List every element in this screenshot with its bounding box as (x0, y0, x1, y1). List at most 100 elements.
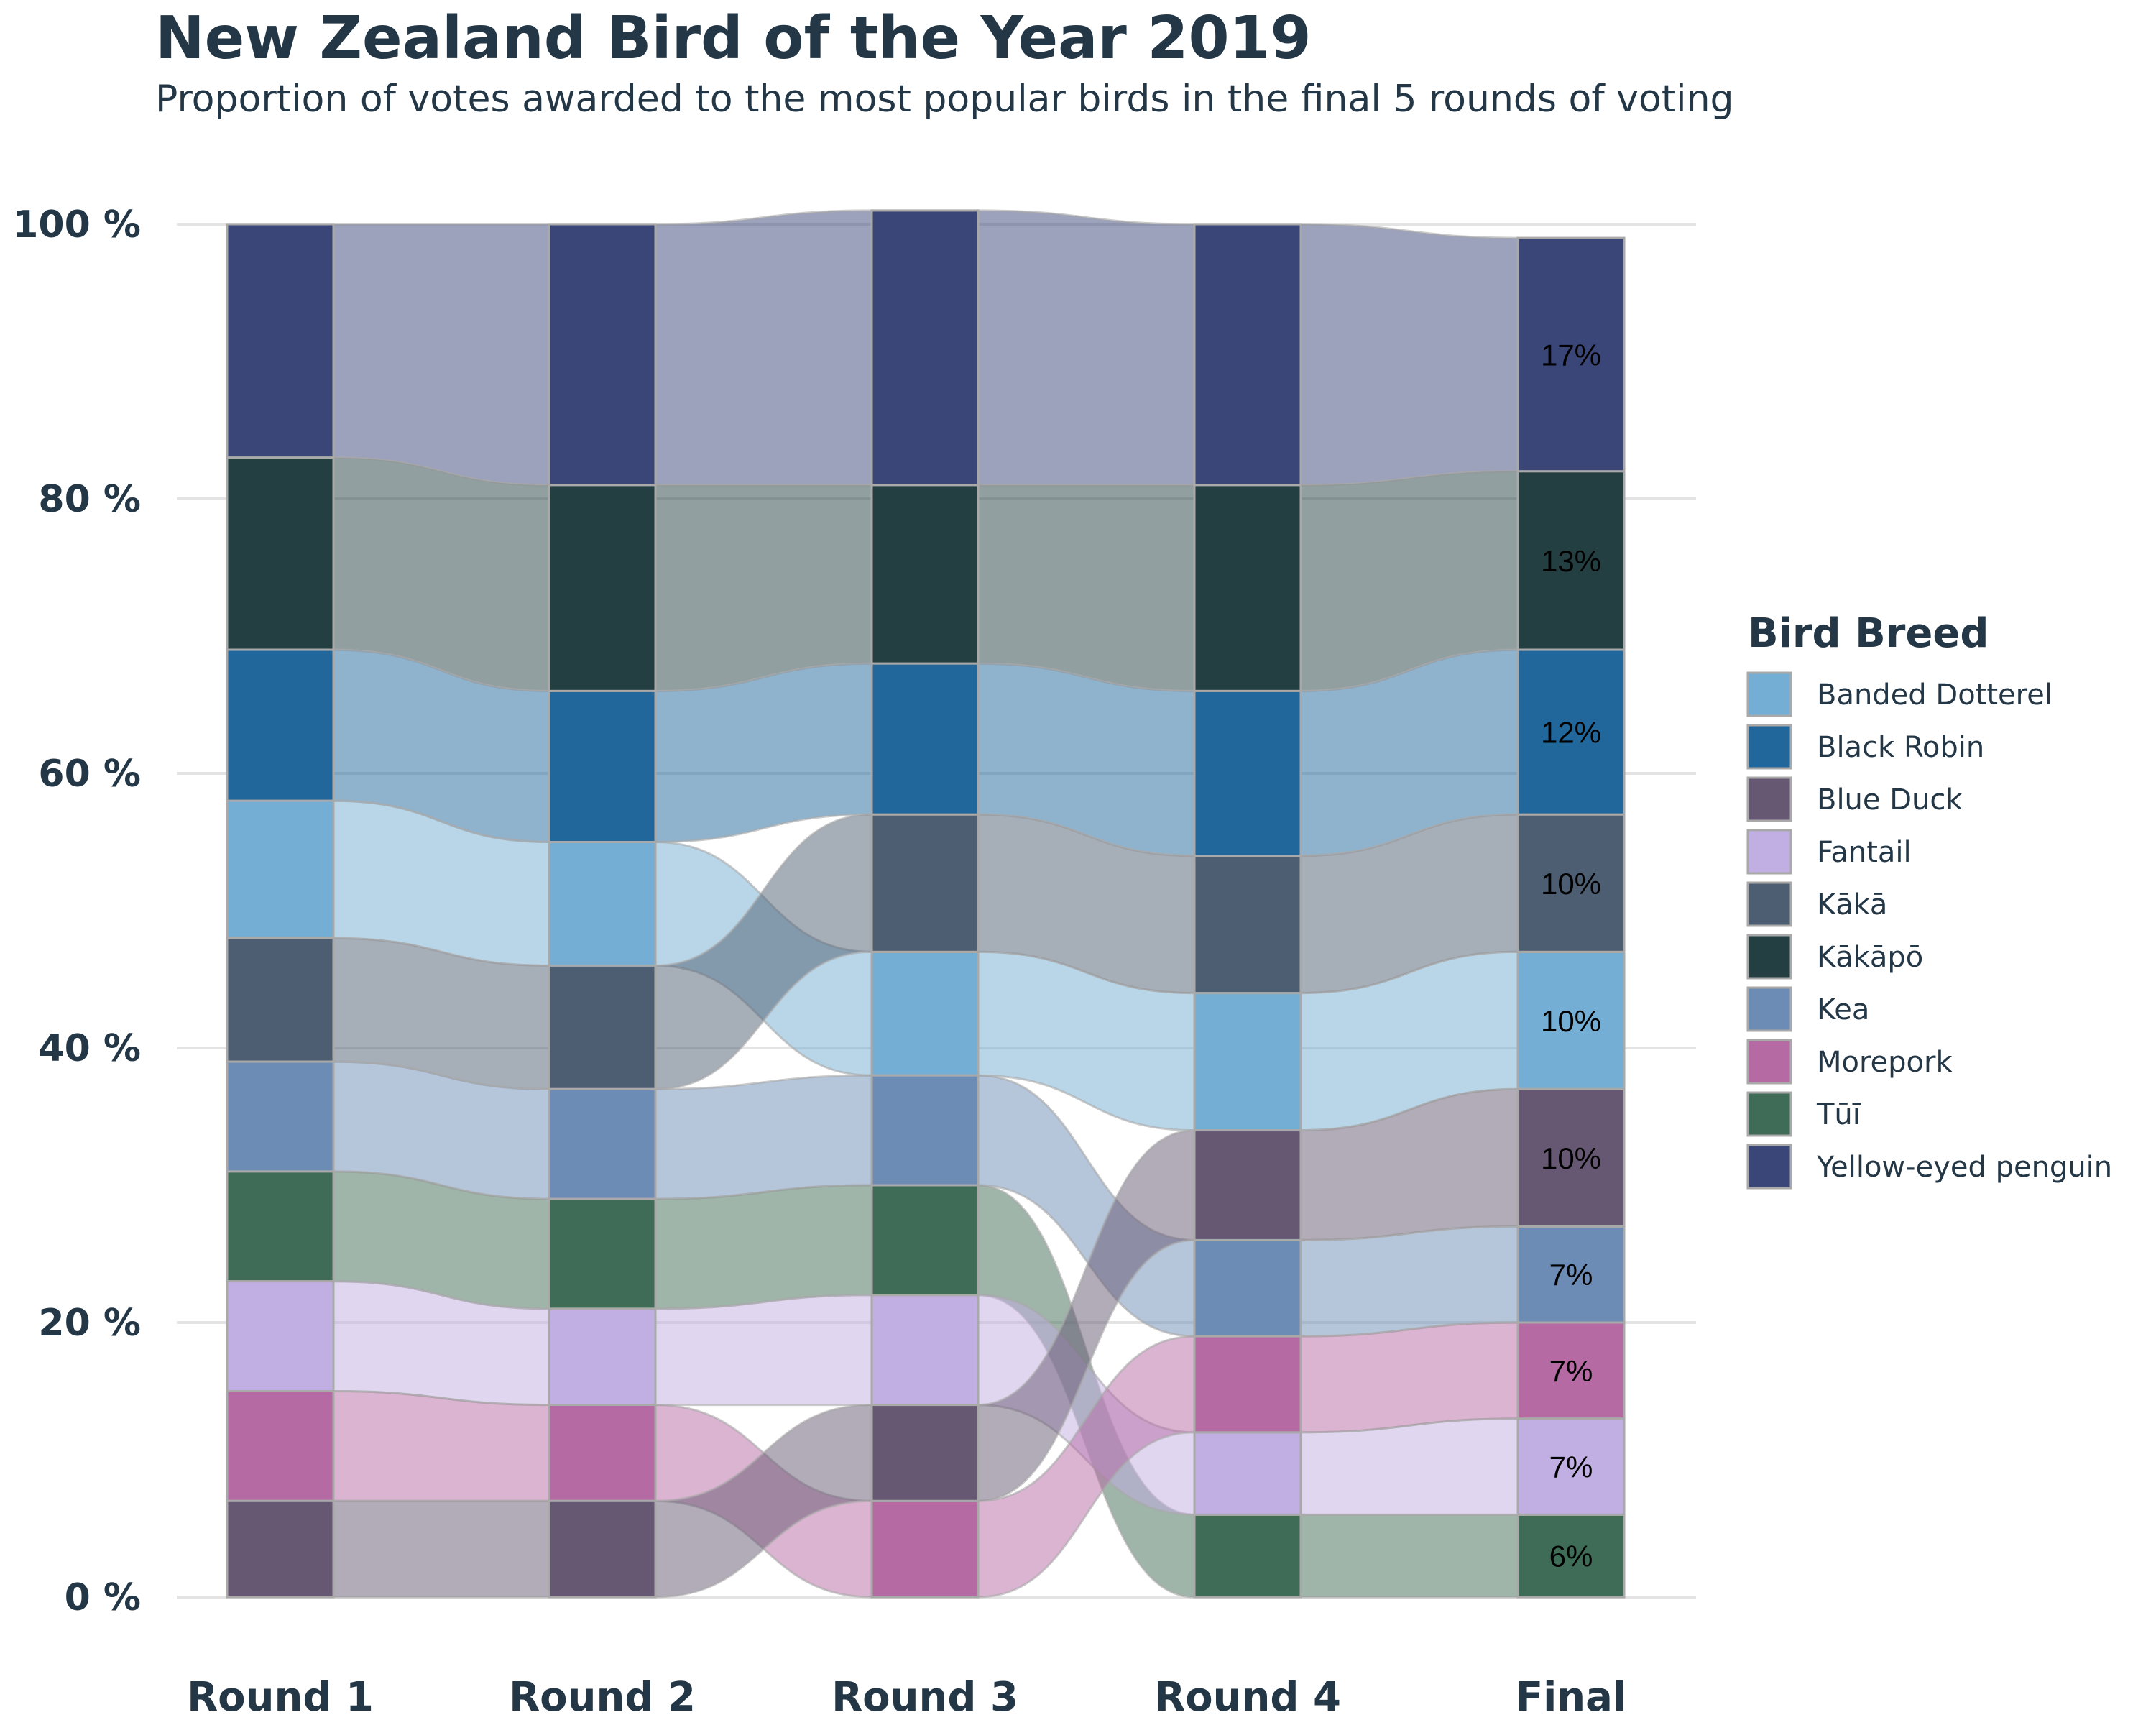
block-kakapo (1193, 484, 1302, 692)
stratum-blocks (226, 209, 1626, 1598)
flow-kea (1299, 1225, 1519, 1338)
block-tui (870, 1184, 980, 1297)
flow-morepork (1299, 1321, 1519, 1434)
block-banded-dotterel (1516, 950, 1626, 1090)
data-label: 6% (1549, 1540, 1593, 1573)
legend-label-yellow-eyed-penguin: Yellow-eyed penguin (1816, 1151, 2112, 1184)
y-tick-label: 20 % (38, 1302, 141, 1345)
block-morepork (548, 1404, 657, 1502)
block-black-robin (870, 662, 980, 816)
flow-yellow-eyed-penguin (1299, 223, 1519, 487)
block-tui (226, 1170, 335, 1283)
block-black-robin (226, 648, 335, 802)
block-tui (548, 1197, 657, 1310)
block-banded-dotterel (1193, 992, 1302, 1132)
flow-morepork (332, 1389, 550, 1502)
flow-blue-duck (332, 1499, 550, 1598)
data-label: 17% (1541, 338, 1601, 372)
legend-swatch-yellow-eyed-penguin (1746, 1144, 1792, 1190)
block-yellow-eyed-penguin (870, 209, 980, 487)
block-blue-duck (1193, 1129, 1302, 1241)
flow-yellow-eyed-penguin (654, 209, 873, 487)
legend-swatch-kaka (1746, 881, 1792, 927)
legend-title: Bird Breed (1748, 610, 1989, 657)
block-kakapo (226, 456, 335, 651)
y-tick-label: 80 % (38, 478, 141, 521)
y-tick-label: 40 % (38, 1027, 141, 1070)
data-label: 13% (1541, 544, 1601, 578)
x-tick-round-4: Round 4 (1154, 1674, 1341, 1721)
block-blue-duck (548, 1499, 657, 1598)
legend-swatch-black-robin (1746, 724, 1792, 770)
flow-yellow-eyed-penguin (332, 223, 550, 487)
legend-label-kea: Kea (1817, 993, 1869, 1026)
block-fantail (1516, 1417, 1626, 1516)
x-tick-final: Final (1516, 1674, 1626, 1721)
legend-swatch-banded-dotterel (1746, 671, 1792, 717)
data-label: 10% (1541, 867, 1601, 901)
block-kaka (870, 813, 980, 953)
block-yellow-eyed-penguin (1193, 223, 1302, 487)
flow-kakapo (977, 484, 1196, 692)
block-black-robin (1516, 648, 1626, 816)
block-morepork (1516, 1321, 1626, 1420)
block-fantail (1193, 1431, 1302, 1516)
data-label: 12% (1541, 716, 1601, 750)
legend-label-fantail: Fantail (1817, 836, 1912, 869)
flow-kakapo (654, 484, 873, 692)
data-label: 7% (1549, 1258, 1593, 1292)
legend-label-blue-duck: Blue Duck (1817, 783, 1963, 816)
flow-tui (654, 1184, 873, 1310)
data-labels: 17% 13% 12% 10% 10% 10% 7% 7% 7% 6% (1541, 338, 1601, 1573)
flow-yellow-eyed-penguin (977, 209, 1196, 487)
block-fantail (870, 1294, 980, 1407)
block-kaka (1516, 813, 1626, 953)
block-banded-dotterel (226, 799, 335, 939)
legend-swatch-tui (1746, 1091, 1792, 1137)
block-yellow-eyed-penguin (548, 223, 657, 487)
chart-title: New Zealand Bird of the Year 2019 (155, 4, 1312, 73)
block-kea (1193, 1238, 1302, 1338)
block-blue-duck (1516, 1087, 1626, 1228)
block-fantail (226, 1280, 335, 1392)
y-tick-label: 0 % (65, 1576, 141, 1619)
block-tui (1516, 1513, 1626, 1598)
block-kakapo (870, 484, 980, 665)
legend-swatch-fantail (1746, 829, 1792, 875)
y-tick-label: 100 % (12, 203, 141, 247)
flow-fantail (654, 1294, 873, 1407)
block-kaka (226, 937, 335, 1063)
data-label: 7% (1549, 1450, 1593, 1484)
legend-swatch-kea (1746, 986, 1792, 1032)
legend: Bird Breed Banded Dotterel Black Robin Blue… (1746, 610, 2112, 1190)
chart-subtitle: Proportion of votes awarded to the most … (155, 78, 1734, 121)
legend-label-morepork: Morepork (1817, 1046, 1953, 1079)
data-label: 10% (1541, 1141, 1601, 1175)
x-tick-round-3: Round 3 (831, 1674, 1018, 1721)
block-kaka (1193, 855, 1302, 995)
data-label: 7% (1549, 1354, 1593, 1388)
block-blue-duck (226, 1499, 335, 1598)
block-kaka (548, 964, 657, 1090)
block-kea (870, 1074, 980, 1187)
block-fantail (548, 1307, 657, 1407)
flow-kea (654, 1074, 873, 1200)
flows (332, 209, 1519, 1598)
y-tick-label: 60 % (38, 753, 141, 796)
flow-tui (1299, 1513, 1519, 1598)
legend-swatch-kakapo (1746, 934, 1792, 980)
block-tui (1193, 1513, 1302, 1598)
block-banded-dotterel (548, 841, 657, 967)
block-yellow-eyed-penguin (226, 223, 335, 459)
flow-fantail (1299, 1417, 1519, 1516)
block-morepork (870, 1499, 980, 1598)
legend-label-black-robin: Black Robin (1817, 731, 1984, 764)
y-axis: 0 % 20 % 40 % 60 % 80 % 100 % (12, 203, 141, 1619)
block-kea (226, 1060, 335, 1173)
x-tick-round-2: Round 2 (509, 1674, 696, 1721)
block-blue-duck (870, 1404, 980, 1502)
legend-label-kaka: Kākā (1817, 888, 1887, 921)
block-black-robin (548, 689, 657, 844)
block-kea (548, 1087, 657, 1200)
